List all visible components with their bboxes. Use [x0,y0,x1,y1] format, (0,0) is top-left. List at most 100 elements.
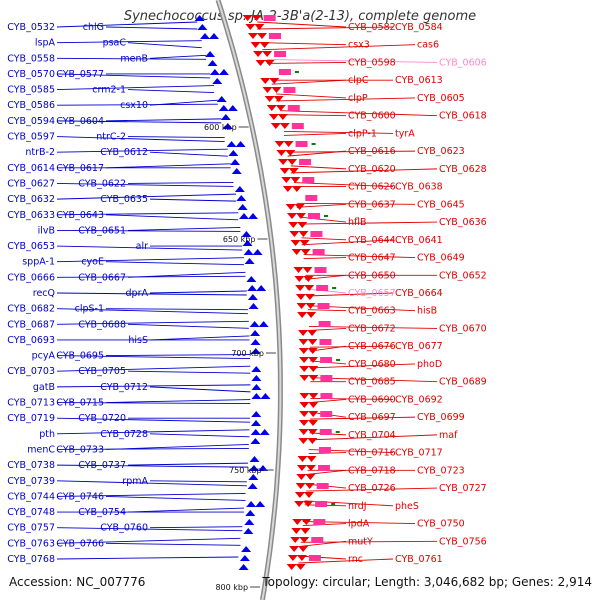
gene-label-cyb_0761: CYB_0761 [395,554,443,565]
leader-line [56,245,243,251]
gene-label-cyb_0600: CYB_0600 [348,111,396,122]
gene-label-rnc: rnc [348,554,363,565]
gene-label-cyb_0737: CYB_0737 [78,460,126,471]
scale-ticks: 600 kbp 650 kbp 700 kbp 750 kbp 800 kbp [204,123,276,592]
gene-label-cyb_0604: CYB_0604 [56,116,104,127]
gene-arrow-minus [246,276,257,282]
rna-mark [331,503,336,505]
gene-label-ntrb-2: ntrB-2 [25,147,55,158]
gene-label-cyb_0697: CYB_0697 [348,412,396,423]
leader-line [276,93,347,99]
gene-label-cyb_0687: CYB_0687 [7,319,55,330]
gene-label-cyb_0766: CYB_0766 [56,538,104,549]
gene-arrow-minus [249,456,260,462]
genome-summary-text: Topology: circular; Length: 3,046,682 bp… [262,575,592,589]
gene-label-cyb_0577: CYB_0577 [56,69,104,80]
gene-arrow-plus [302,267,313,273]
gene-label-cyb_0618: CYB_0618 [439,111,487,122]
gene-arrow-plus [299,366,310,372]
gene-arrow-minus [241,546,252,552]
leader-line [105,261,244,266]
gene-label-lpda: lpdA [348,519,370,530]
gene-arrow-plus [307,330,318,336]
leader-line [105,308,248,311]
rna-mark [335,431,340,433]
gene-arrow-plus [256,33,267,39]
gene-arrow-plus [300,249,311,255]
leader-line [56,85,215,91]
leader-line [149,151,228,157]
gene-label-cyb_0733: CYB_0733 [56,444,104,455]
gene-label-cyb_0748: CYB_0748 [7,507,55,518]
gene-arrow-minus [250,438,261,444]
gene-label-cyb_0716: CYB_0716 [348,448,396,459]
gene-label-pcya: pcyA [32,351,56,362]
gene-label-cyb_0635: CYB_0635 [100,194,148,205]
leader-line [310,398,347,403]
gene-label-cyb_0728: CYB_0728 [100,429,148,440]
gene-label-cyb_0690: CYB_0690 [348,394,396,405]
feature-block [319,429,332,435]
gene-label-cyb_0703: CYB_0703 [7,366,55,377]
gene-label-cyb_0704: CYB_0704 [348,430,396,441]
gene-arrow-plus [306,312,317,318]
gene-arrow-minus [247,285,258,291]
gene-label-menc: menC [27,444,55,455]
gene-label-cyb_0667: CYB_0667 [78,272,126,283]
gene-label-ntrc-2: ntrC-2 [96,132,126,143]
leader-line [299,221,438,225]
leader-line [56,355,251,360]
accession-text: Accession: NC_007776 [9,575,146,589]
leader-line [257,26,394,30]
gene-label-cyb_0649: CYB_0649 [417,253,465,264]
gene-arrow-plus [305,303,316,309]
leader-line [56,417,251,423]
gene-arrow-minus [208,33,219,39]
feature-block [307,213,320,219]
gene-arrow-plus [270,123,281,129]
gene-arrow-minus [199,33,210,39]
gene-arrow-plus [293,267,304,273]
gene-arrow-plus [295,564,306,570]
gene-label-cyb_0650: CYB_0650 [348,270,396,281]
gene-label-csx3: csx3 [348,40,370,51]
leader-line [299,216,347,223]
scale-label: 750 kbp [229,466,262,475]
gene-label-clpp-1: clpP-1 [348,128,377,139]
leader-line [310,363,416,369]
gene-label-cyb_0651: CYB_0651 [78,225,126,236]
gene-arrow-plus [286,213,297,219]
leader-line [105,354,251,357]
leader-line [56,21,198,28]
gene-arrow-plus [297,456,308,462]
leader-line [127,42,202,49]
gene-arrow-minus [244,519,255,525]
gene-arrow-plus [251,15,262,21]
feature-block [312,249,325,255]
gene-arrow-minus [209,69,220,75]
gene-labels: CYB_0532 chlG lspA psaC CYB_0558 menB CYB_0570… [7,22,486,565]
gene-arrow-plus [287,159,298,165]
gene-arrow-plus [250,42,261,48]
gene-arrow-plus [305,474,316,480]
gene-label-cyb_0652: CYB_0652 [439,270,487,281]
leader-line [280,110,438,117]
leader-line [290,165,347,170]
gene-label-hisb: hisB [417,306,437,317]
leader-line [296,203,347,208]
leader-line [56,257,244,263]
leader-line [56,212,239,216]
leader-line [56,103,218,106]
gene-label-cyb_0632: CYB_0632 [7,194,55,205]
feature-block [287,105,300,111]
feature-block [291,123,304,129]
gene-label-alr: alr [136,241,148,252]
gene-arrow-minus [250,339,261,345]
gene-label-cyb_0720: CYB_0720 [78,413,126,424]
gene-arrow-plus [297,222,308,228]
gene-arrow-plus [295,483,306,489]
gene-label-nrdj: nrdJ [348,501,367,512]
leader-line [149,290,247,294]
